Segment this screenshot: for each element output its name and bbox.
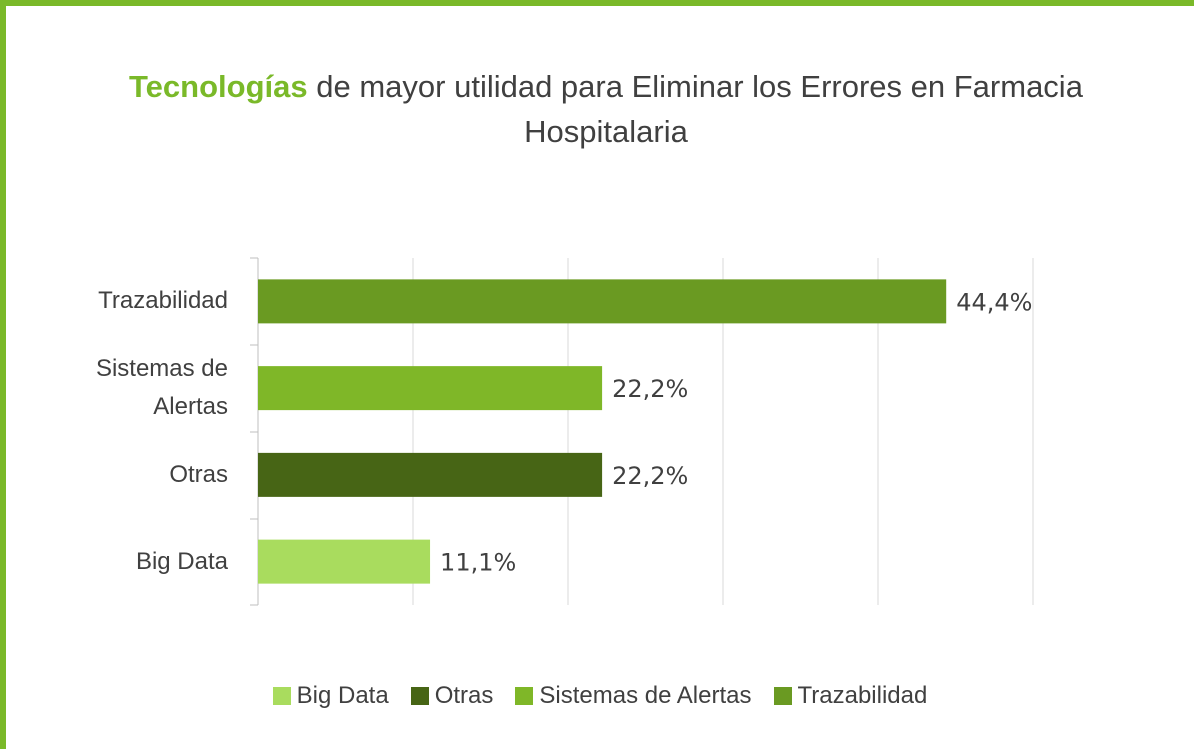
legend-item: Sistemas de Alertas	[515, 682, 752, 710]
y-tick-label: Big Data	[135, 547, 228, 575]
legend-swatch	[773, 687, 792, 705]
legend-swatch	[410, 687, 429, 705]
y-tick-label: Otras	[169, 460, 228, 488]
legend-item: Big Data	[272, 682, 389, 710]
legend-item: Trazabilidad	[773, 682, 928, 710]
title-highlight: Tecnologías	[129, 69, 308, 104]
legend-label: Trazabilidad	[797, 682, 928, 709]
bar	[258, 279, 947, 324]
legend-item: Otras	[410, 682, 494, 710]
data-label: 22,2%	[612, 462, 688, 490]
data-label: 11,1%	[440, 549, 516, 577]
y-tick-label: Trazabilidad	[98, 287, 228, 315]
legend-label: Otras	[434, 682, 494, 709]
legend: Big Data Otras Sistemas de Alertas Trazabil…	[6, 682, 1194, 710]
bar	[258, 539, 431, 584]
legend-label: Sistemas de Alertas	[539, 682, 752, 709]
y-tick-label: Sistemas de Alertas	[95, 355, 228, 421]
bar	[258, 366, 603, 411]
data-label: 22,2%	[612, 375, 688, 403]
legend-label: Big Data	[296, 682, 389, 709]
legend-swatch	[515, 687, 534, 705]
data-label: 44,4%	[956, 288, 1032, 316]
legend-swatch	[272, 687, 291, 705]
bar	[258, 452, 603, 497]
title-rest: de mayor utilidad para Eliminar los Erro…	[316, 69, 1083, 149]
chart-title: Tecnologías de mayor utilidad para Elimi…	[106, 64, 1106, 154]
